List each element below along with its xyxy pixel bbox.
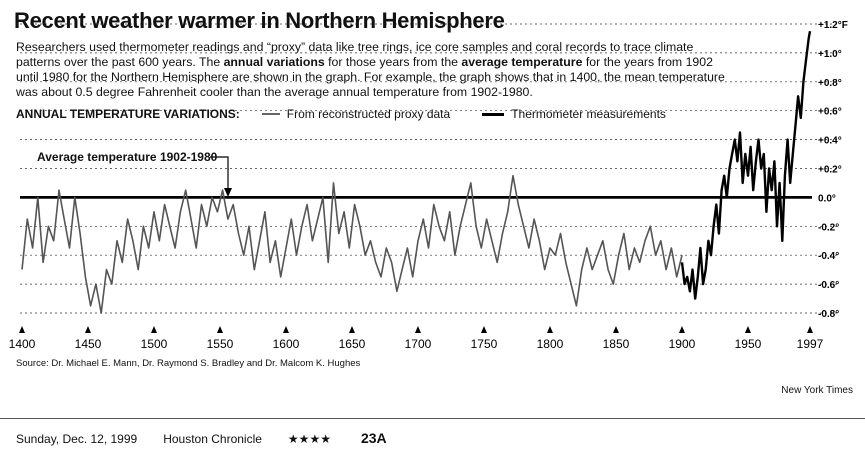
x-tick-label: 1750 — [471, 337, 498, 351]
desc-segment: annual variations — [223, 55, 325, 69]
x-tick-mark — [19, 326, 25, 333]
chart-description: Researchers used thermometer readings an… — [16, 40, 728, 100]
x-tick-mark — [84, 326, 91, 333]
legend: ANNUAL TEMPERATURE VARIATIONS: From reco… — [16, 107, 698, 121]
credit-line: New York Times — [781, 385, 853, 396]
series-line-thermometer — [680, 30, 812, 300]
x-tick-label: 1600 — [273, 337, 300, 351]
footer-date: Sunday, Dec. 12, 1999 — [16, 432, 138, 446]
average-temperature-label: Average temperature 1902-1980 — [37, 150, 218, 164]
x-axis-ticks: 1400 1450 1500 1550 1600 1650 1700 1750 1800 1850… — [9, 326, 824, 351]
y-tick-label: -0.8° — [818, 309, 839, 320]
y-tick-label: +1.2°F — [818, 20, 848, 31]
y-tick-label: -0.2° — [818, 222, 839, 233]
x-tick-label: 1900 — [669, 337, 696, 351]
x-tick-mark — [150, 326, 157, 333]
x-tick-mark — [282, 326, 289, 333]
x-tick-label: 1997 — [797, 337, 824, 351]
y-tick-label: +0.8° — [818, 78, 842, 89]
chart-title: Recent weather warmer in Northern Hemisp… — [14, 8, 505, 33]
x-tick-label: 1950 — [735, 337, 762, 351]
y-tick-label: +0.4° — [818, 136, 842, 147]
x-tick-mark — [348, 326, 355, 333]
x-tick-mark — [546, 326, 553, 333]
y-axis-ticks: +1.2°F +1.0° +0.8° +0.6° +0.4° +0.2° 0.0° -0.2°… — [818, 20, 848, 320]
legend-swatch-thermo — [482, 112, 505, 116]
legend-item-thermo: Thermometer measurements — [482, 107, 666, 121]
legend-text-thermo: Thermometer measurements — [511, 107, 666, 121]
desc-segment: for those years from the — [324, 55, 462, 69]
y-tick-label: -0.6° — [818, 280, 839, 291]
desc-segment: for the years from 1902 until 1980 for t… — [16, 55, 725, 99]
x-tick-label: 1400 — [9, 337, 36, 351]
y-tick-label: +0.6° — [818, 107, 842, 118]
x-tick-mark — [216, 326, 223, 333]
footer-paper: Houston Chronicle — [163, 432, 262, 446]
footer-page: 23A — [360, 430, 387, 446]
x-tick-label: 1800 — [537, 337, 564, 351]
page-footer: Sunday, Dec. 12, 1999 Houston Chronicle … — [16, 430, 413, 446]
y-tick-label: -0.4° — [818, 251, 839, 262]
x-tick-mark — [678, 326, 685, 333]
y-tick-label: +1.0° — [818, 49, 842, 60]
x-tick-label: 1850 — [603, 337, 630, 351]
legend-text-proxy: From reconstructed proxy data — [286, 107, 451, 121]
source-note: Source: Dr. Michael E. Mann, Dr. Raymond… — [16, 358, 361, 369]
desc-segment: Researchers used thermometer readings an… — [16, 40, 694, 69]
x-tick-mark — [744, 326, 751, 333]
y-tick-label: +0.2° — [818, 165, 842, 176]
avg-annotation-arrow — [210, 156, 232, 197]
legend-label: ANNUAL TEMPERATURE VARIATIONS: — [16, 107, 240, 121]
x-tick-label: 1500 — [141, 337, 168, 351]
series-group — [21, 30, 812, 314]
footer-divider — [0, 418, 865, 419]
desc-segment: average temperature — [461, 55, 583, 69]
x-tick-mark — [480, 326, 487, 333]
x-tick-mark — [414, 326, 421, 333]
series-line-proxy — [21, 174, 683, 314]
y-tick-label: 0.0° — [818, 193, 836, 204]
x-tick-label: 1650 — [339, 337, 366, 351]
x-tick-label: 1450 — [75, 337, 102, 351]
x-tick-mark — [807, 326, 813, 333]
legend-item-proxy: From reconstructed proxy data — [261, 107, 451, 121]
footer-stars: ★★★★ — [287, 432, 331, 446]
x-tick-label: 1700 — [405, 337, 432, 351]
legend-swatch-proxy — [261, 113, 280, 115]
x-tick-label: 1550 — [207, 337, 234, 351]
x-tick-mark — [612, 326, 619, 333]
